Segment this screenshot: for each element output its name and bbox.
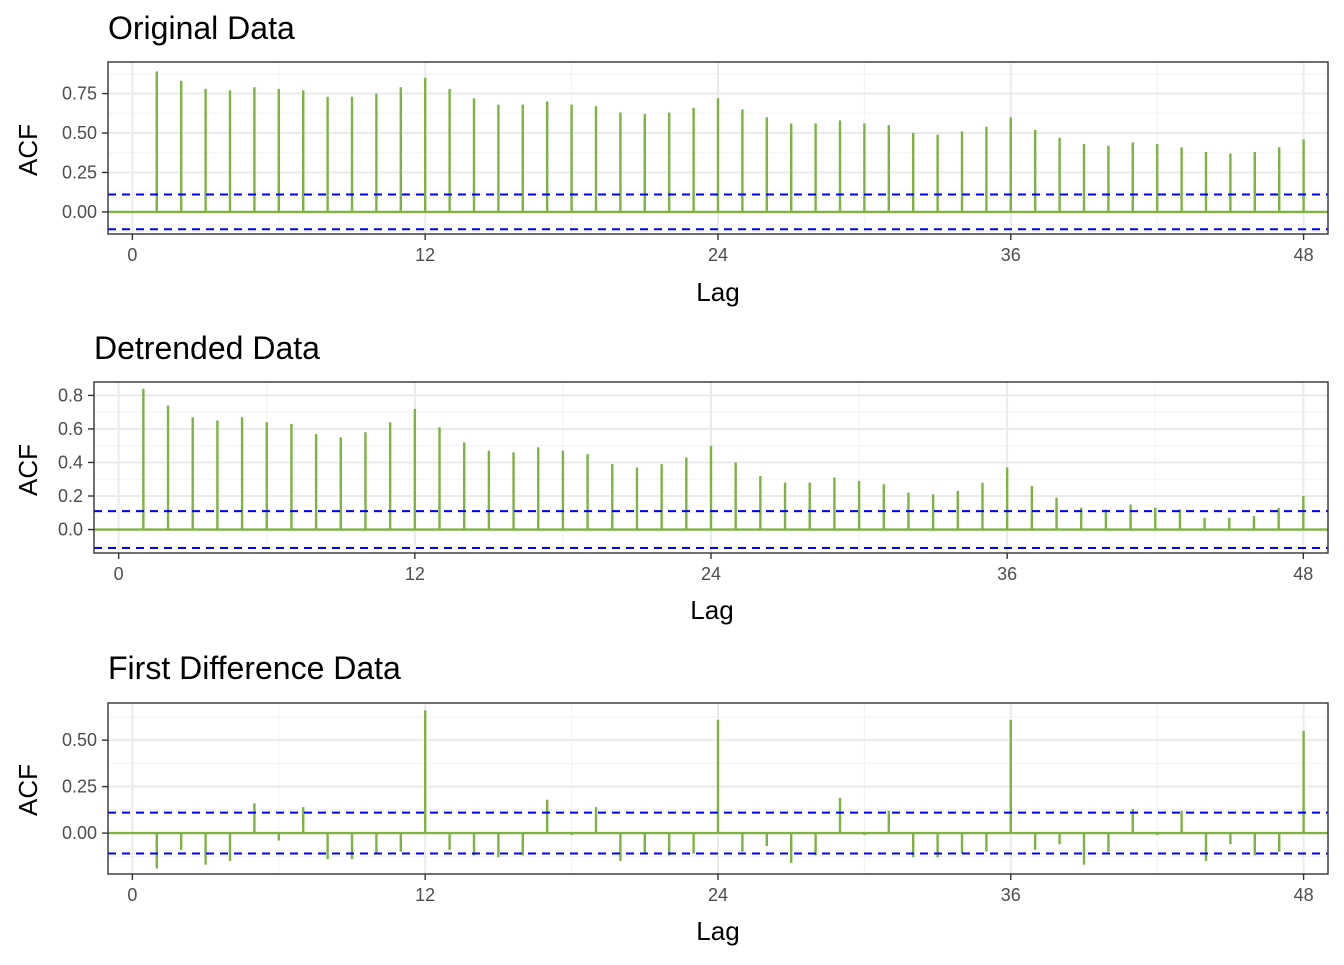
detrended-data-chart: Detrended Data Lag ACF 0 12 24 36 48 0.0 0.2 0.… <box>13 330 1329 625</box>
y-tick-label: 0.4 <box>58 452 83 472</box>
chart-title: Original Data <box>108 10 295 46</box>
chart-title: First Difference Data <box>108 650 401 686</box>
x-tick-label: 12 <box>415 885 435 905</box>
x-tick-label: 0 <box>127 885 137 905</box>
x-axis-title: Lag <box>696 277 739 307</box>
x-tick-label: 24 <box>708 245 728 265</box>
x-tick-label: 0 <box>114 564 124 584</box>
y-tick-label: 0.75 <box>62 84 97 104</box>
y-tick-label: 0.6 <box>58 419 83 439</box>
plot-area <box>107 61 1329 235</box>
x-tick-label: 36 <box>1001 885 1021 905</box>
plot-area <box>107 702 1329 875</box>
x-tick-label: 0 <box>127 245 137 265</box>
first-difference-data-chart: First Difference Data Lag ACF 0 12 24 36 48 0… <box>13 650 1329 946</box>
y-axis-title: ACF <box>13 444 43 496</box>
y-tick-label: 0.50 <box>62 730 97 750</box>
x-tick-label: 36 <box>1001 245 1021 265</box>
y-tick-label: 0.8 <box>58 385 83 405</box>
y-axis-title: ACF <box>13 764 43 816</box>
x-tick-label: 24 <box>708 885 728 905</box>
x-tick-label: 36 <box>997 564 1017 584</box>
x-tick-label: 48 <box>1294 885 1314 905</box>
y-tick-label: 0.25 <box>62 162 97 182</box>
x-axis-title: Lag <box>690 595 733 625</box>
y-axis-title: ACF <box>13 124 43 176</box>
original-data-chart: Original Data Lag ACF 0 12 24 36 48 0.00 0.25 0… <box>13 10 1329 307</box>
y-tick-label: 0.00 <box>62 823 97 843</box>
x-tick-label: 12 <box>405 564 425 584</box>
chart-title: Detrended Data <box>94 330 320 366</box>
x-tick-label: 24 <box>701 564 721 584</box>
y-tick-label: 0.0 <box>58 520 83 540</box>
y-tick-label: 0.50 <box>62 123 97 143</box>
x-tick-label: 48 <box>1294 245 1314 265</box>
x-tick-label: 48 <box>1293 564 1313 584</box>
plot-area <box>93 381 1329 554</box>
x-axis-title: Lag <box>696 916 739 946</box>
x-tick-label: 12 <box>415 245 435 265</box>
y-tick-label: 0.25 <box>62 777 97 797</box>
y-tick-label: 0.00 <box>62 202 97 222</box>
y-tick-label: 0.2 <box>58 486 83 506</box>
